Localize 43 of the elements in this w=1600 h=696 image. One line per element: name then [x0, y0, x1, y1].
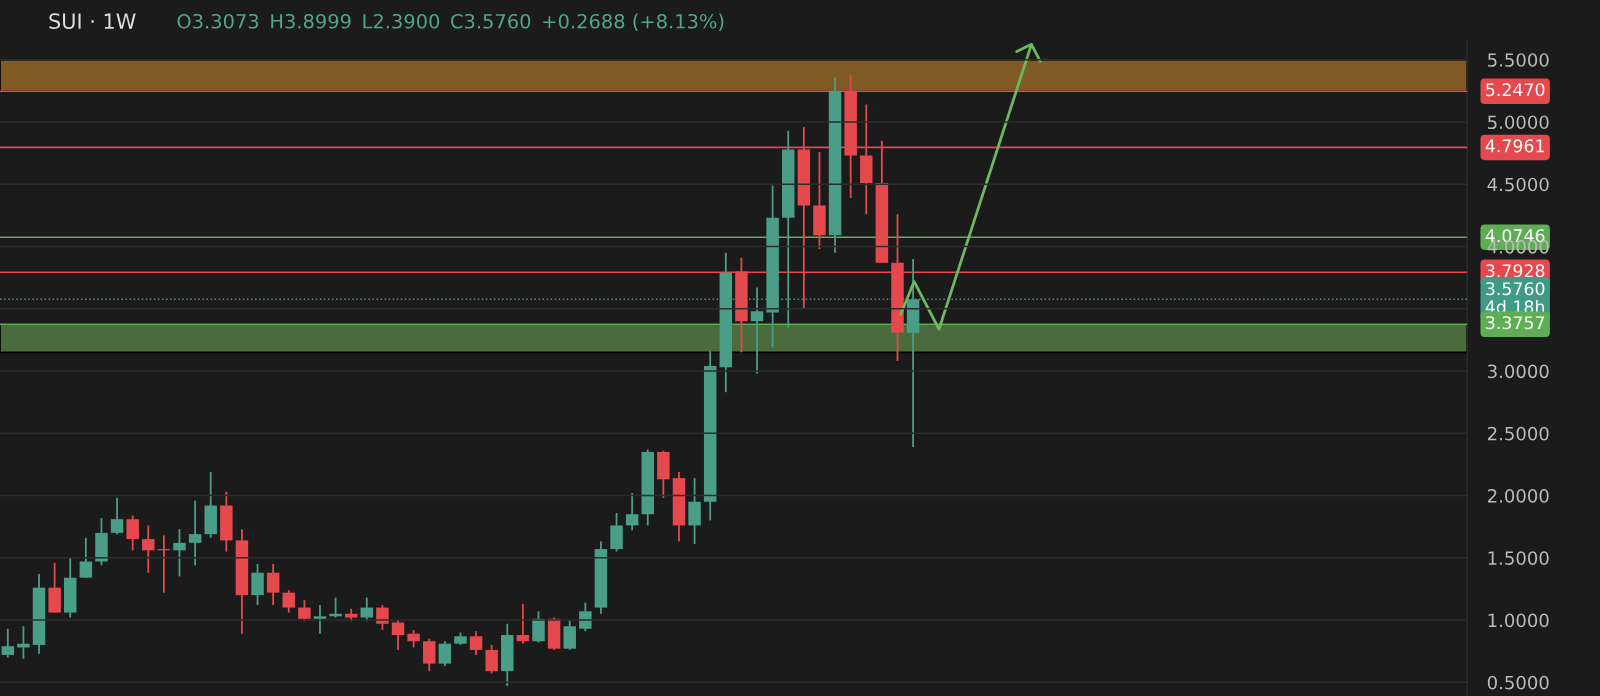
candlestick: [188, 499, 202, 567]
ref-line-label: 5.2470: [1486, 83, 1545, 97]
text: O3.3073: [177, 13, 259, 29]
candlestick: [313, 604, 327, 635]
candlestick: [266, 563, 280, 607]
candlestick: [79, 536, 93, 579]
candlestick: [579, 601, 592, 633]
candlestick: [563, 619, 576, 651]
candlestick: [688, 477, 701, 545]
y-tick-label: 4.5000: [1487, 177, 1549, 192]
candlestick: [173, 528, 186, 578]
y-tick-label: 1.0000: [1488, 613, 1549, 628]
text: H3.8999: [271, 13, 351, 29]
candlestick: [110, 497, 124, 536]
y-tick-label: 2.0000: [1487, 488, 1549, 503]
ref-line-label: 3.7928: [1486, 264, 1545, 278]
y-tick-label: 5.0000: [1488, 115, 1549, 130]
text: L2.3900: [363, 13, 440, 29]
candlestick: [469, 630, 483, 656]
candlestick: [516, 602, 530, 645]
chart-title: SUI · 1W: [49, 13, 136, 30]
candlestick: [532, 610, 545, 644]
candlestick: [422, 637, 436, 673]
candlestick: [376, 604, 389, 631]
candlestick: [251, 563, 264, 607]
candlestick: [282, 589, 295, 614]
candlestick: [610, 512, 623, 553]
candlestick: [142, 524, 155, 574]
y-tick-label: 2.5000: [1487, 426, 1549, 441]
candlestick: [1, 627, 15, 659]
candlestick: [438, 640, 452, 668]
candlestick: [485, 644, 498, 675]
y-tick-label: 5.5000: [1488, 53, 1549, 67]
text: C3.5760: [451, 13, 531, 29]
y-tick-label: 0.5000: [1487, 675, 1549, 690]
y-tick-label: 1.5000: [1488, 551, 1549, 565]
candlestick: [126, 514, 139, 552]
y-tick-label: 3.0000: [1488, 364, 1549, 379]
candlestick: [625, 492, 639, 532]
text: +0.2688 (+8.13%): [543, 13, 724, 31]
ref-line-label: 4.7961: [1485, 139, 1544, 153]
candlestick: [391, 619, 405, 651]
ref-line-label: 3.3757: [1486, 316, 1545, 330]
